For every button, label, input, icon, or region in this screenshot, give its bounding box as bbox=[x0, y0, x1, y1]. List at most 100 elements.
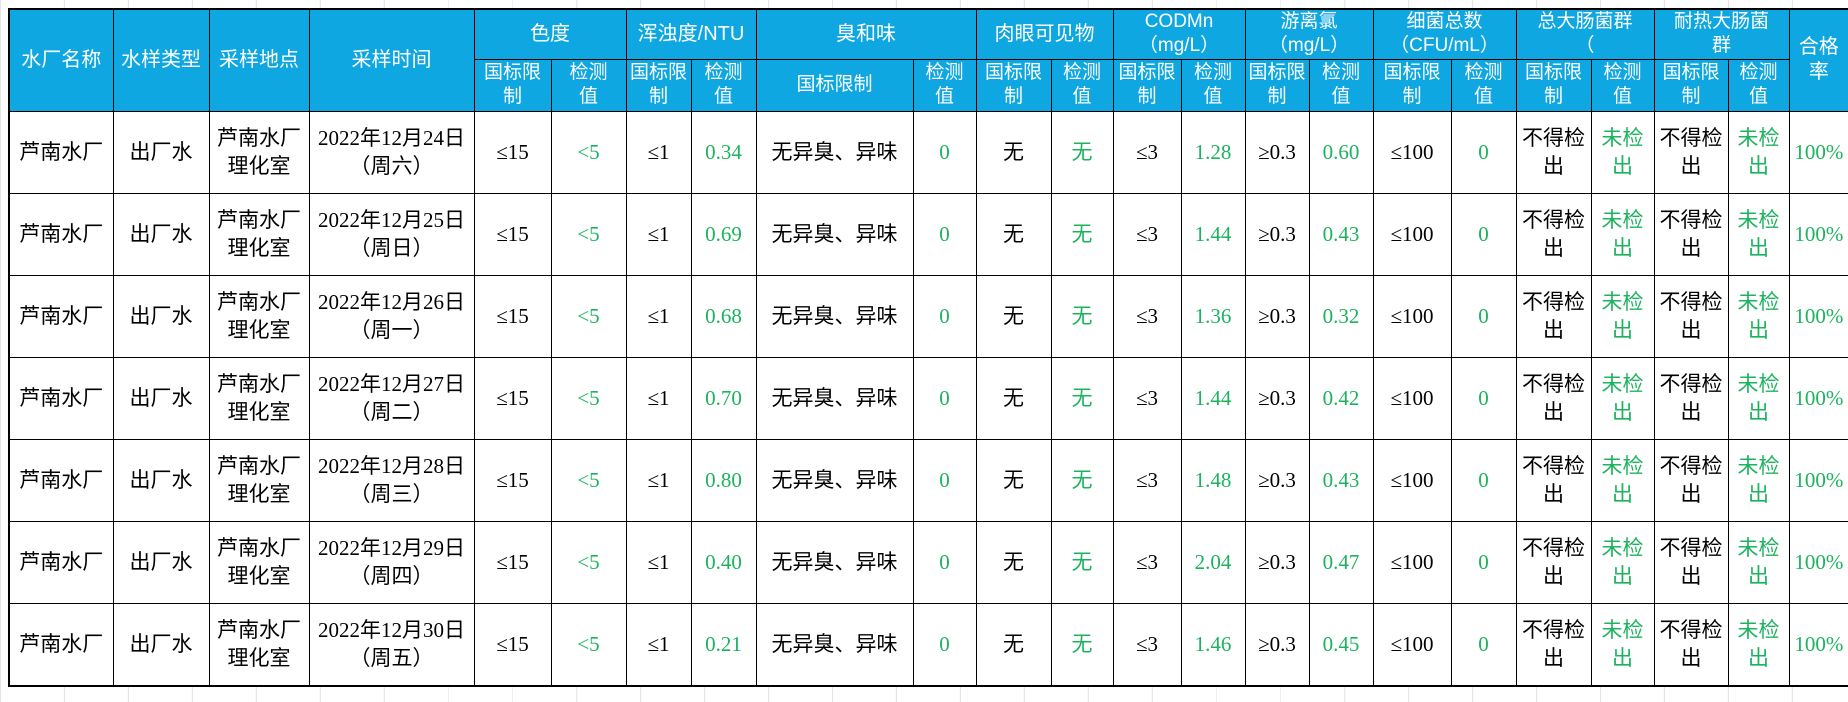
color-limit-cell: ≤15 bbox=[473, 274, 552, 358]
visible-limit-cell: 无 bbox=[975, 438, 1052, 522]
plant-name-cell: 芦南水厂 bbox=[8, 110, 114, 194]
thermo-coliform-value-cell: 未检 出 bbox=[1727, 110, 1790, 194]
odor-limit-cell: 无异臭、异味 bbox=[755, 356, 914, 440]
plant-name-cell: 芦南水厂 bbox=[8, 192, 114, 276]
visible-value-cell: 无 bbox=[1050, 520, 1114, 604]
total-coliform-limit-cell: 不得检 出 bbox=[1515, 356, 1592, 440]
bacteria-limit-cell: ≤100 bbox=[1372, 192, 1452, 276]
sampling-time-cell: 2022年12月25日 （周日） bbox=[308, 192, 475, 276]
odor-value-cell: 0 bbox=[912, 192, 977, 276]
total-coliform-value-cell: 未检 出 bbox=[1590, 192, 1655, 276]
header-sampling-location: 采样地点 bbox=[208, 8, 310, 112]
color-value-cell: <5 bbox=[550, 438, 627, 522]
total-coliform-value-cell: 未检 出 bbox=[1590, 438, 1655, 522]
water-quality-table: 水厂名称 水样类型 采样地点 采样时间 色度 浑浊度/NTU 臭和味 肉眼可见物… bbox=[8, 8, 1848, 687]
color-value-cell: <5 bbox=[550, 192, 627, 276]
pass-rate-cell: 100% bbox=[1788, 110, 1848, 194]
turbidity-limit-cell: ≤1 bbox=[625, 438, 692, 522]
turbidity-limit-cell: ≤1 bbox=[625, 602, 692, 687]
total-coliform-value-cell: 未检 出 bbox=[1590, 274, 1655, 358]
turbidity-limit-cell: ≤1 bbox=[625, 356, 692, 440]
header-codmn-value: 检测 值 bbox=[1180, 58, 1246, 112]
pass-rate-cell: 100% bbox=[1788, 192, 1848, 276]
codmn-limit-cell: ≤3 bbox=[1112, 602, 1182, 687]
header-odor-limit: 国标限制 bbox=[755, 58, 914, 112]
table-row: 芦南水厂 出厂水 芦南水厂 理化室 2022年12月29日 （周四） ≤15 <5 ≤1 0.… bbox=[8, 520, 1848, 604]
thermo-coliform-limit-cell: 不得检 出 bbox=[1653, 520, 1729, 604]
color-value-cell: <5 bbox=[550, 520, 627, 604]
total-coliform-value-cell: 未检 出 bbox=[1590, 602, 1655, 687]
header-turbidity-limit: 国标限 制 bbox=[625, 58, 692, 112]
turbidity-limit-cell: ≤1 bbox=[625, 274, 692, 358]
bacteria-value-cell: 0 bbox=[1450, 602, 1517, 687]
header-color: 色度 bbox=[473, 8, 627, 60]
codmn-limit-cell: ≤3 bbox=[1112, 192, 1182, 276]
header-total-coliform-limit: 国标限 制 bbox=[1515, 58, 1592, 112]
header-codmn-limit: 国标限 制 bbox=[1112, 58, 1182, 112]
chlorine-value-cell: 0.45 bbox=[1308, 602, 1374, 687]
sampling-time-cell: 2022年12月26日 （周一） bbox=[308, 274, 475, 358]
thermo-coliform-value-cell: 未检 出 bbox=[1727, 274, 1790, 358]
table-row: 芦南水厂 出厂水 芦南水厂 理化室 2022年12月24日 （周六） ≤15 <5 ≤1 0.… bbox=[8, 110, 1848, 194]
odor-limit-cell: 无异臭、异味 bbox=[755, 520, 914, 604]
header-sample-type: 水样类型 bbox=[112, 8, 210, 112]
header-free-chlorine: 游离氯 （mg/L） bbox=[1244, 8, 1374, 60]
turbidity-value-cell: 0.34 bbox=[690, 110, 757, 194]
total-coliform-value-cell: 未检 出 bbox=[1590, 520, 1655, 604]
thermo-coliform-limit-cell: 不得检 出 bbox=[1653, 356, 1729, 440]
sampling-location-cell: 芦南水厂 理化室 bbox=[208, 110, 310, 194]
total-coliform-limit-cell: 不得检 出 bbox=[1515, 110, 1592, 194]
codmn-value-cell: 1.28 bbox=[1180, 110, 1246, 194]
color-limit-cell: ≤15 bbox=[473, 356, 552, 440]
header-thermotolerant-coliform: 耐热大肠菌 群 bbox=[1653, 8, 1790, 60]
plant-name-cell: 芦南水厂 bbox=[8, 274, 114, 358]
header-color-limit: 国标限 制 bbox=[473, 58, 552, 112]
total-coliform-value-cell: 未检 出 bbox=[1590, 110, 1655, 194]
visible-limit-cell: 无 bbox=[975, 192, 1052, 276]
sampling-time-cell: 2022年12月30日 （周五） bbox=[308, 602, 475, 687]
chlorine-value-cell: 0.43 bbox=[1308, 438, 1374, 522]
thermo-coliform-value-cell: 未检 出 bbox=[1727, 356, 1790, 440]
visible-limit-cell: 无 bbox=[975, 520, 1052, 604]
odor-limit-cell: 无异臭、异味 bbox=[755, 274, 914, 358]
visible-limit-cell: 无 bbox=[975, 274, 1052, 358]
codmn-limit-cell: ≤3 bbox=[1112, 520, 1182, 604]
bacteria-limit-cell: ≤100 bbox=[1372, 520, 1452, 604]
bacteria-limit-cell: ≤100 bbox=[1372, 110, 1452, 194]
thermo-coliform-limit-cell: 不得检 出 bbox=[1653, 110, 1729, 194]
sampling-location-cell: 芦南水厂 理化室 bbox=[208, 438, 310, 522]
chlorine-limit-cell: ≥0.3 bbox=[1244, 192, 1310, 276]
codmn-value-cell: 1.46 bbox=[1180, 602, 1246, 687]
header-visible-value: 检测 值 bbox=[1050, 58, 1114, 112]
turbidity-limit-cell: ≤1 bbox=[625, 192, 692, 276]
codmn-limit-cell: ≤3 bbox=[1112, 356, 1182, 440]
turbidity-limit-cell: ≤1 bbox=[625, 110, 692, 194]
chlorine-value-cell: 0.32 bbox=[1308, 274, 1374, 358]
pass-rate-cell: 100% bbox=[1788, 438, 1848, 522]
bacteria-value-cell: 0 bbox=[1450, 110, 1517, 194]
codmn-limit-cell: ≤3 bbox=[1112, 438, 1182, 522]
color-limit-cell: ≤15 bbox=[473, 438, 552, 522]
header-chlorine-value: 检测 值 bbox=[1308, 58, 1374, 112]
table-row: 芦南水厂 出厂水 芦南水厂 理化室 2022年12月25日 （周日） ≤15 <5 ≤1 0.… bbox=[8, 192, 1848, 276]
total-coliform-value-cell: 未检 出 bbox=[1590, 356, 1655, 440]
chlorine-limit-cell: ≥0.3 bbox=[1244, 520, 1310, 604]
bacteria-limit-cell: ≤100 bbox=[1372, 356, 1452, 440]
codmn-limit-cell: ≤3 bbox=[1112, 110, 1182, 194]
plant-name-cell: 芦南水厂 bbox=[8, 356, 114, 440]
thermo-coliform-limit-cell: 不得检 出 bbox=[1653, 602, 1729, 687]
pass-rate-cell: 100% bbox=[1788, 274, 1848, 358]
color-limit-cell: ≤15 bbox=[473, 110, 552, 194]
header-total-coliform: 总大肠菌群 （ bbox=[1515, 8, 1655, 60]
bacteria-value-cell: 0 bbox=[1450, 192, 1517, 276]
sample-type-cell: 出厂水 bbox=[112, 192, 210, 276]
odor-value-cell: 0 bbox=[912, 110, 977, 194]
sample-type-cell: 出厂水 bbox=[112, 274, 210, 358]
sample-type-cell: 出厂水 bbox=[112, 110, 210, 194]
total-coliform-limit-cell: 不得检 出 bbox=[1515, 602, 1592, 687]
table-row: 芦南水厂 出厂水 芦南水厂 理化室 2022年12月30日 （周五） ≤15 <5 ≤1 0.… bbox=[8, 602, 1848, 687]
codmn-value-cell: 2.04 bbox=[1180, 520, 1246, 604]
sampling-location-cell: 芦南水厂 理化室 bbox=[208, 602, 310, 687]
header-sampling-time: 采样时间 bbox=[308, 8, 475, 112]
total-coliform-limit-cell: 不得检 出 bbox=[1515, 520, 1592, 604]
